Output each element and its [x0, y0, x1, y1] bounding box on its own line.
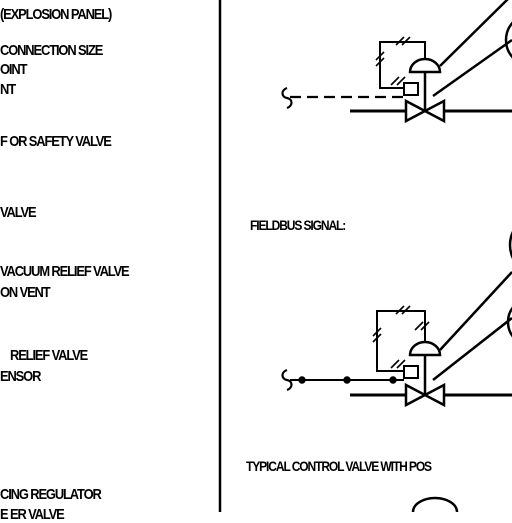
legend-reducing-regulator: CING REGULATOR	[0, 486, 101, 503]
instrument-diagram	[0, 0, 512, 512]
legend-on-vent: ON VENT	[0, 284, 50, 301]
legend-valve: VALVE	[0, 204, 36, 221]
legend-connection-size: CONNECTION SIZE	[0, 42, 102, 59]
legend-relief-safety-valve: F OR SAFETY VALVE	[0, 133, 111, 150]
control-valve-top	[283, 0, 512, 121]
typical-control-valve-label: TYPICAL CONTROL VALVE WITH POS	[246, 458, 431, 475]
legend-explosion-panel: (EXPLOSION PANEL)	[0, 6, 111, 23]
legend-ensor: ENSOR	[0, 368, 40, 385]
positioner-box-mid	[404, 366, 418, 378]
legend-cut-line: E ER VALVE	[0, 506, 64, 523]
legend-point: OINT	[0, 61, 26, 78]
callout-bubble-mid-b	[508, 298, 512, 346]
signal-source-top	[283, 88, 292, 108]
fieldbus-signal-label: FIELDBUS SIGNAL:	[250, 217, 345, 234]
valve-body-mid	[406, 385, 425, 405]
actuator-mid	[410, 342, 440, 355]
legend-relief-valve: RELIEF VALVE	[10, 347, 87, 364]
callout-bubble-bottom	[413, 498, 457, 512]
legend-nt: NT	[0, 81, 15, 98]
valve-body-top	[406, 101, 425, 121]
signal-source-mid	[283, 370, 292, 390]
pneumatic-tubing-mid	[377, 311, 425, 371]
actuator-top	[410, 59, 440, 72]
legend-vacuum-relief-valve: VACUUM RELIEF VALVE	[0, 263, 129, 280]
control-valve-fieldbus	[283, 215, 512, 405]
positioner-box-top	[404, 83, 418, 95]
